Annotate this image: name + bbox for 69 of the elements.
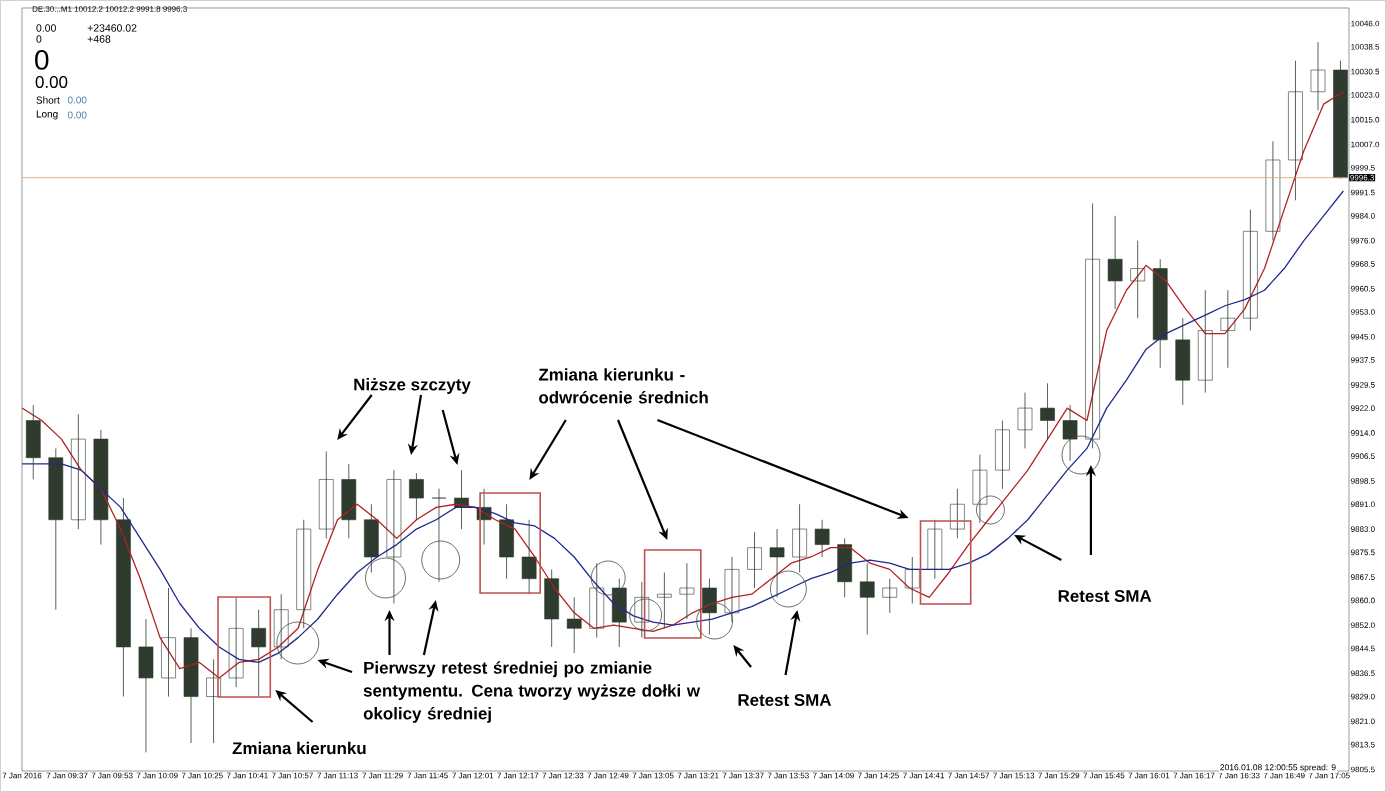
candlestick bbox=[1152, 258, 1168, 369]
candlestick bbox=[1310, 41, 1326, 111]
candlestick bbox=[409, 472, 424, 521]
candlestick bbox=[1130, 240, 1146, 319]
candlestick bbox=[251, 609, 266, 697]
candlestick bbox=[521, 519, 537, 595]
candlestick bbox=[1243, 209, 1258, 331]
annotation: +468 bbox=[87, 35, 111, 43]
candlestick bbox=[1107, 215, 1123, 310]
annotation: 2016.01.08 12:00:55 spread: 9 bbox=[1220, 764, 1336, 772]
candlestick bbox=[386, 469, 402, 604]
candlestick bbox=[499, 503, 514, 580]
candlestick bbox=[71, 413, 86, 530]
annotation: Long bbox=[36, 110, 58, 120]
candlestick bbox=[950, 488, 965, 539]
annotation: Zmiana kierunku bbox=[232, 741, 366, 755]
candlestick bbox=[1197, 289, 1213, 393]
candlestick bbox=[1288, 60, 1303, 201]
candlestick bbox=[116, 497, 131, 697]
annotation: Pierwszy retest średniej po zmianie sentymentu. Cena tworzy wyższe dołki w okolicy średniej bbox=[363, 661, 701, 723]
candlestick bbox=[566, 596, 582, 654]
candlestick bbox=[792, 503, 807, 573]
candlestick bbox=[48, 448, 64, 611]
annotation: +23460.02 bbox=[87, 24, 137, 32]
candlestick bbox=[161, 587, 176, 697]
candlestick bbox=[1062, 404, 1078, 462]
candlestick bbox=[927, 519, 943, 580]
candlestick bbox=[1265, 140, 1281, 242]
candlestick bbox=[341, 463, 357, 539]
candlestick bbox=[657, 572, 672, 629]
annotation: Retest SMA bbox=[1058, 590, 1152, 602]
candlestick bbox=[1017, 392, 1033, 449]
annotation: Retest SMA bbox=[738, 694, 832, 706]
candlestick bbox=[1220, 289, 1236, 369]
annotation: 0.00 bbox=[36, 24, 56, 32]
annotation: Zmiana kierunku - odwrócenie średnich bbox=[538, 368, 708, 404]
candlestick bbox=[611, 578, 627, 648]
candlestick bbox=[882, 578, 898, 614]
candlestick bbox=[138, 618, 154, 753]
candlestick bbox=[814, 519, 830, 558]
candlestick bbox=[364, 503, 379, 573]
candlestick bbox=[228, 596, 244, 688]
candlestick bbox=[296, 519, 312, 629]
candlestick bbox=[544, 568, 560, 648]
annotation: 0.00 bbox=[35, 75, 68, 88]
candlestick bbox=[1040, 382, 1055, 440]
candlestick bbox=[837, 537, 853, 598]
candlestick bbox=[679, 562, 695, 620]
candlestick bbox=[93, 429, 109, 545]
candlestick bbox=[769, 528, 785, 598]
candlestick bbox=[589, 562, 605, 639]
annotation: Short bbox=[36, 96, 60, 104]
annotation: Niższe szczyty bbox=[354, 378, 471, 394]
candlestick bbox=[972, 454, 988, 524]
candlestick bbox=[183, 627, 199, 744]
candlestick bbox=[995, 420, 1010, 490]
candlestick bbox=[1085, 202, 1100, 449]
candlestick bbox=[904, 556, 920, 604]
annotation: 0.00 bbox=[67, 111, 87, 119]
candlestick bbox=[747, 531, 762, 589]
annotation: 0.00 bbox=[67, 96, 87, 104]
candlestick bbox=[431, 488, 447, 583]
candlestick bbox=[318, 451, 334, 539]
annotation: 0 bbox=[35, 50, 49, 70]
candlestick bbox=[1175, 317, 1191, 406]
candlestick bbox=[25, 404, 41, 480]
candlestick bbox=[1333, 60, 1348, 179]
candlestick bbox=[859, 562, 875, 635]
annotation: 0 bbox=[36, 35, 42, 43]
